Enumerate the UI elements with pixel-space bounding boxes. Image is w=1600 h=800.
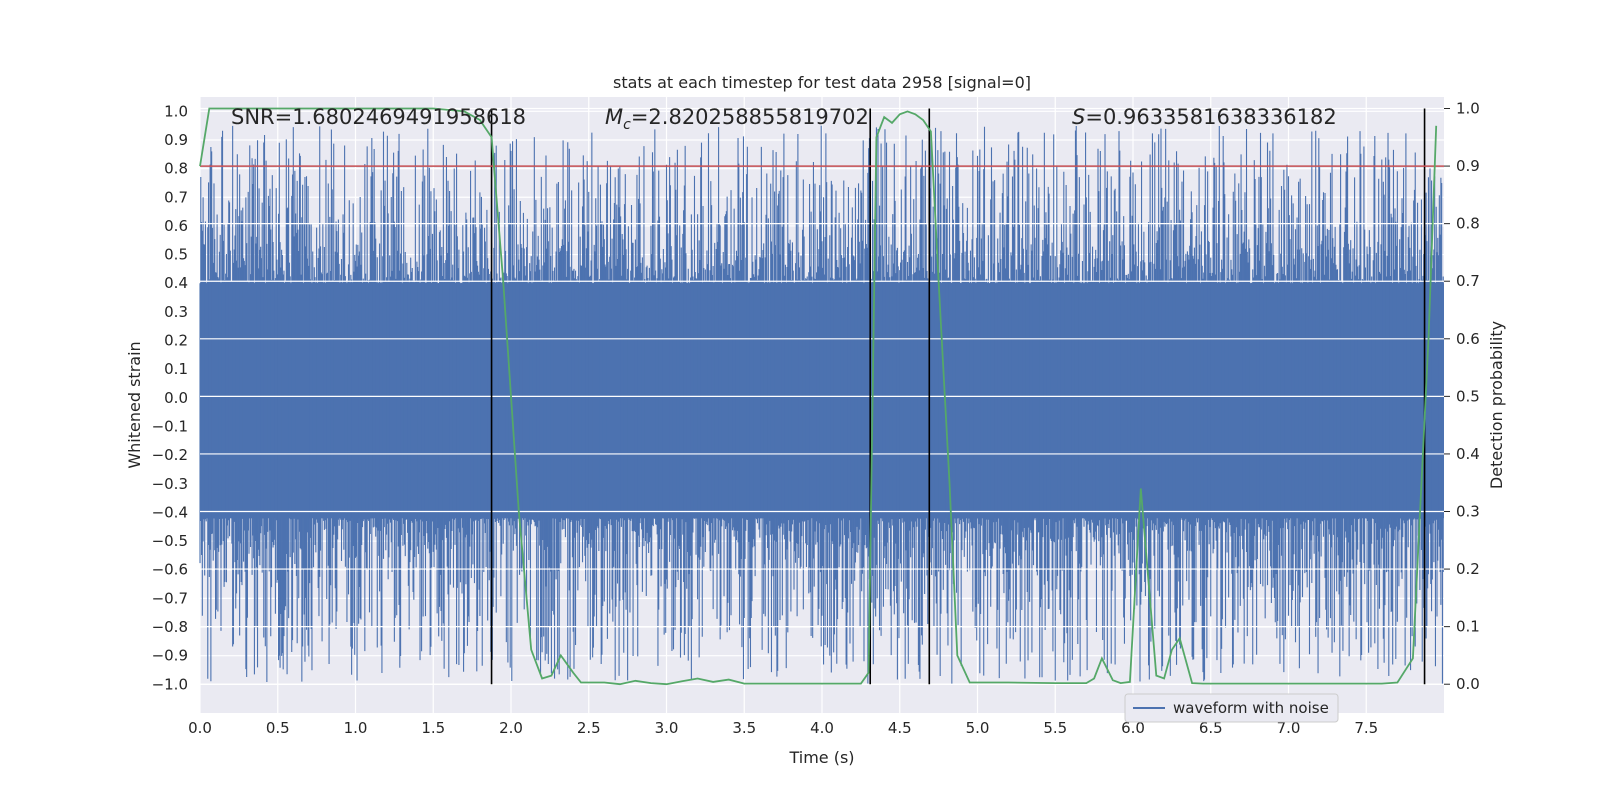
left-y-tick-label: −0.3	[152, 475, 188, 493]
left-y-axis-label: Whitened strain	[125, 341, 144, 468]
x-tick-label: 1.0	[344, 719, 368, 737]
right-y-tick-label: 0.1	[1456, 618, 1480, 636]
x-tick-label: 3.0	[655, 719, 679, 737]
x-tick-label: 2.0	[499, 719, 523, 737]
right-y-tick-labels: 1.0 0.9 0.8 0.7 0.6 0.5 0.4 0.3 0.2 0.1 0.0	[1456, 100, 1480, 694]
left-y-tick-label: 0.8	[164, 160, 188, 178]
left-y-tick-label: −1.0	[152, 675, 188, 693]
left-y-tick-label: 0.1	[164, 360, 188, 378]
right-y-tick-label: 0.6	[1456, 330, 1480, 348]
left-y-tick-label: −0.7	[152, 589, 188, 607]
right-y-tick-label: 0.2	[1456, 560, 1480, 578]
left-y-tick-label: 0.3	[164, 303, 188, 321]
x-tick-label: 3.5	[732, 719, 756, 737]
x-tick-label: 5.5	[1043, 719, 1067, 737]
x-tick-label: 0.5	[266, 719, 290, 737]
left-y-tick-label: −0.6	[152, 561, 188, 579]
chart-title: stats at each timestep for test data 295…	[613, 73, 1031, 92]
s-value: =0.9633581638336182	[1085, 105, 1336, 129]
x-tick-label: 6.5	[1199, 719, 1223, 737]
s-annotation: S=0.9633581638336182	[1072, 105, 1337, 129]
right-y-tick-label: 0.9	[1456, 157, 1480, 175]
left-y-tick-label: −0.4	[152, 503, 188, 521]
right-y-tick-label: 0.3	[1456, 503, 1480, 521]
left-y-tick-label: −0.1	[152, 417, 188, 435]
left-y-tick-label: −0.8	[152, 618, 188, 636]
x-tick-label: 6.0	[1121, 719, 1145, 737]
left-y-tick-label: 0.9	[164, 131, 188, 149]
left-y-tick-label: 0.0	[164, 389, 188, 407]
left-y-tick-label: 0.5	[164, 246, 188, 264]
right-y-tick-label: 0.5	[1456, 387, 1480, 405]
legend: waveform with noise	[1124, 693, 1339, 723]
x-tick-label: 1.5	[421, 719, 445, 737]
right-y-tick-label: 0.7	[1456, 272, 1480, 290]
x-tick-labels: 0.0 0.5 1.0 1.5 2.0 2.5 3.0 3.5 4.0 4.5 5.0 5.5 6.0 6…	[188, 719, 1378, 737]
x-tick-label: 7.0	[1277, 719, 1301, 737]
right-y-tick-label: 0.0	[1456, 675, 1480, 693]
probability-series	[199, 107, 1438, 686]
right-y-axis-label: Detection probability	[1487, 321, 1506, 489]
waveform-series	[199, 125, 1444, 685]
left-y-tick-label: 0.6	[164, 217, 188, 235]
mc-value: =2.820258855819702	[631, 105, 869, 129]
right-y-tick-label: 0.8	[1456, 215, 1480, 233]
chirp-mass-annotation: Mc=2.820258855819702	[605, 105, 869, 133]
left-y-tick-label: 0.2	[164, 332, 188, 350]
x-tick-label: 0.0	[188, 719, 212, 737]
mc-subscript: c	[623, 117, 631, 133]
x-tick-label: 7.5	[1354, 719, 1378, 737]
left-y-tick-label: −0.9	[152, 647, 188, 665]
right-y-tick-label: 0.4	[1456, 445, 1480, 463]
x-tick-label: 4.0	[810, 719, 834, 737]
snr-annotation: SNR=1.6802469491958618	[231, 105, 526, 129]
x-tick-label: 5.0	[966, 719, 990, 737]
x-tick-label: 2.5	[577, 719, 601, 737]
left-y-tick-label: −0.5	[152, 532, 188, 550]
s-symbol: S	[1072, 105, 1085, 129]
left-y-tick-label: 0.7	[164, 188, 188, 206]
legend-label: waveform with noise	[1173, 699, 1329, 717]
left-y-tick-label: −0.2	[152, 446, 188, 464]
left-y-tick-labels: 1.0 0.9 0.8 0.7 0.6 0.5 0.4 0.3 0.2 0.1 0.0 −0.1 −0.…	[152, 102, 188, 693]
legend-box	[1124, 693, 1339, 723]
x-tick-label: 4.5	[888, 719, 912, 737]
mc-symbol: M	[605, 105, 623, 129]
x-axis-label: Time (s)	[788, 748, 854, 767]
right-y-tick-label: 1.0	[1456, 100, 1480, 118]
left-y-tick-label: 1.0	[164, 102, 188, 120]
left-y-tick-label: 0.4	[164, 274, 188, 292]
